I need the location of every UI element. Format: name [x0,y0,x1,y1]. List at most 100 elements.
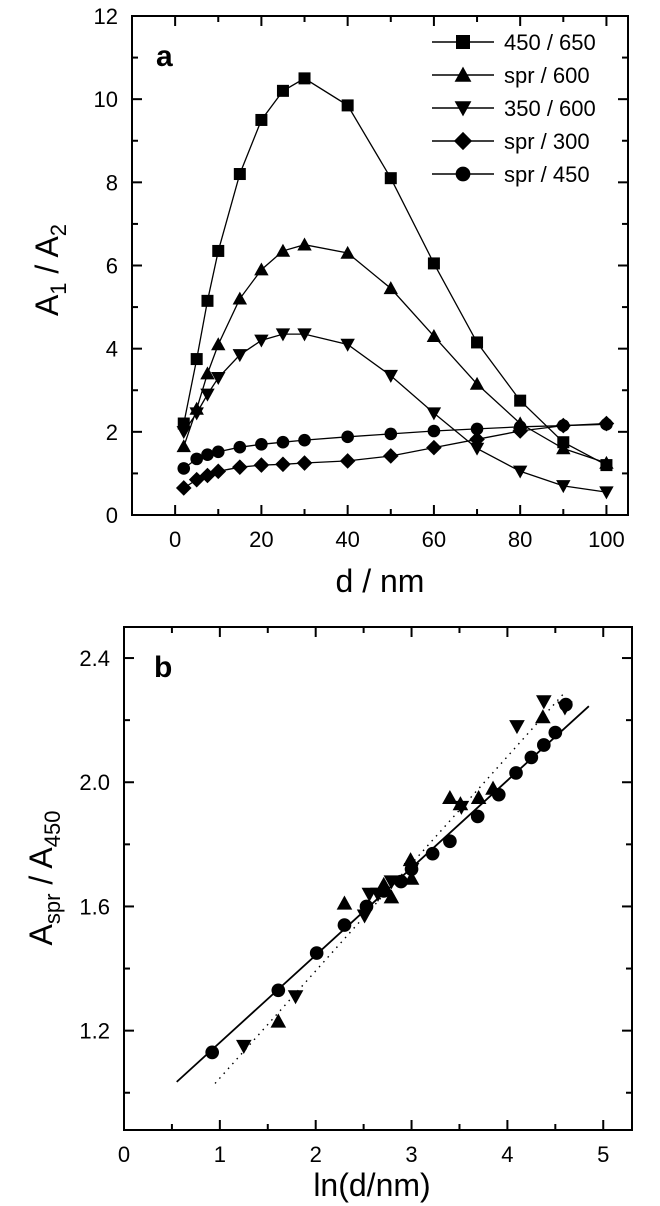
point-triangle-down [453,800,470,815]
panel-b-y-axis-title-sub2: 450 [40,811,65,848]
point-spr-450 [341,430,354,444]
point-spr-600 [383,281,398,295]
panel-b-y-axis-title-mid: / A [23,847,59,894]
point-350-600 [383,369,398,383]
point-triangle-up [442,789,458,805]
point-circle [548,725,563,740]
panel-b-x-tick-label: 0 [118,1142,130,1167]
point-spr-600 [254,262,269,276]
point-triangle-up [270,1013,287,1028]
panel-a-y-axis-title-mid: / A [29,236,65,283]
legend-label-450-650: 450 / 650 [504,30,596,55]
point-450-650 [212,244,225,257]
panel-b-x-tick-label: 5 [597,1142,609,1167]
panel-b-x-axis-title: ln(d/nm) [313,1167,430,1203]
legend-marker-spr-300 [453,131,473,151]
panel-b-x-tick-label: 4 [501,1142,513,1167]
legend-marker-450-650 [456,35,470,49]
point-spr-450 [557,419,570,432]
point-spr-300 [253,457,270,473]
point-350-600 [211,372,226,385]
legend-label-spr-450: spr / 450 [504,162,590,187]
point-spr-600 [556,441,571,455]
panel-b-x-tick-label: 2 [310,1142,322,1167]
panel-a-x-tick-label: 20 [249,527,273,552]
point-450-650 [427,257,440,270]
point-circle [425,846,440,861]
point-spr-450 [190,452,203,466]
series-line-350-600 [183,333,607,493]
point-450-650 [514,394,527,407]
point-350-600 [469,442,485,456]
point-350-600 [340,338,355,352]
panel-a-y-tick-label: 6 [106,254,118,279]
panel-a-y-tick-label: 12 [94,4,118,29]
point-circle [509,766,523,780]
point-spr-450 [255,438,268,451]
panel-a-legend: 450 / 650 spr / 600 350 / 600 spr / 300 spr … [432,30,596,187]
point-spr-450 [427,424,441,438]
point-350-600 [189,407,204,421]
legend-marker-350-600 [454,101,472,117]
panel-b-y-axis-title: Aspr / A450 [23,811,65,946]
legend-label-spr-300: spr / 300 [504,129,590,154]
point-triangle-up [485,780,501,795]
panel-a-y-tick-label: 10 [94,87,118,112]
point-spr-450 [211,445,225,459]
panel-b-y-axis-title-main: A [23,923,59,945]
point-350-600 [232,349,248,363]
point-350-600 [275,328,291,342]
point-triangle-up [470,789,487,805]
point-spr-600 [426,328,442,342]
point-spr-600 [211,337,226,351]
panel-a-y-axis-title-main: A [29,294,65,316]
panel-a-y-tick-label: 4 [106,337,118,362]
point-triangle-down [287,990,304,1005]
point-circle [309,946,324,960]
point-triangle-down [236,1039,252,1054]
point-spr-600 [275,243,291,257]
point-450-650 [384,172,397,185]
panel-a-x-tick-label: 0 [169,527,181,552]
point-spr-450 [298,433,311,447]
point-450-650 [190,353,203,366]
panel-a-x-tick-label: 60 [422,527,446,552]
point-350-600 [512,465,528,479]
panel-b-frame [123,626,633,1131]
point-spr-450 [201,448,214,462]
point-circle [443,834,457,849]
point-triangle-down [356,909,373,924]
point-350-600 [176,426,191,440]
point-triangle-up [403,870,420,885]
panel-a-y-axis-title: A1 / A2 [29,224,71,316]
panel-b-y-tick-label: 1.6 [79,894,110,919]
legend-marker-spr-600 [454,66,472,82]
panel-b-y-tick-label: 1.2 [79,1019,110,1044]
point-triangle-up [336,895,353,910]
point-spr-450 [177,462,191,475]
point-triangle-up [535,709,551,724]
panel-a-ticks: 0 20 40 60 80 100 0 2 4 6 8 10 12 [94,4,628,552]
point-spr-450 [276,435,290,449]
point-spr-450 [470,422,484,436]
legend-label-spr-600: spr / 600 [504,63,590,88]
point-circle [470,809,485,824]
point-triangle-up [402,852,419,867]
panel-b-y-tick-label: 2.4 [79,646,110,671]
point-spr-300 [382,448,399,464]
point-triangle-down [403,862,420,877]
panel-a-y-axis-title-sub2: 2 [46,224,71,236]
point-spr-450 [513,420,527,434]
point-350-600 [599,486,614,500]
point-450-650 [201,294,214,307]
point-spr-300 [296,455,313,471]
point-450-650 [233,168,246,181]
point-spr-600 [200,366,215,380]
point-spr-450 [384,427,398,441]
point-spr-600 [469,376,485,390]
point-spr-300 [188,471,205,488]
point-350-600 [254,334,269,348]
point-circle [205,1045,220,1060]
